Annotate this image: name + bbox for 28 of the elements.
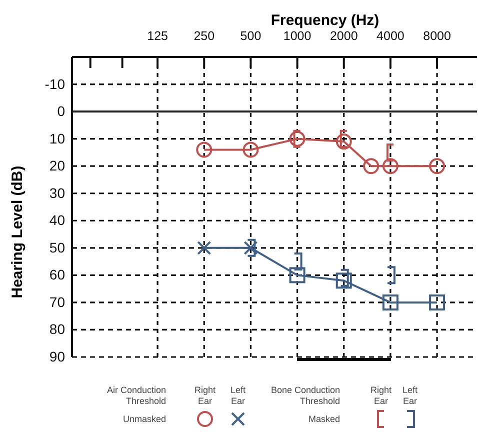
y-tick-label: 40 — [49, 212, 66, 228]
x-tick-label: 125 — [147, 29, 168, 43]
x-tick-label: 1000 — [283, 29, 312, 43]
y-tick-label: 70 — [49, 294, 66, 310]
y-tick-label: 30 — [49, 184, 66, 201]
text: Unmasked — [122, 414, 166, 424]
x-tick-label: 500 — [240, 29, 262, 43]
y-tick-label: 80 — [49, 321, 66, 338]
x-tick-label: 4000 — [376, 29, 404, 43]
text: Left Ear — [230, 385, 246, 406]
x-tick-label: 8000 — [423, 29, 451, 43]
y-tick-label: 60 — [49, 266, 66, 283]
text: Masked — [308, 414, 340, 424]
y-tick-label: 50 — [49, 239, 66, 256]
y-tick-label: 10 — [49, 130, 66, 146]
y-tick-label: -10 — [44, 76, 66, 92]
text: Bone Conduction Threshold — [270, 385, 340, 406]
y-axis-title: Hearing Level (dB) — [9, 166, 26, 298]
y-tick-label: 20 — [49, 158, 66, 174]
x-tick-label: 2000 — [330, 29, 358, 43]
y-tick-label: 90 — [49, 348, 66, 364]
x-axis-title: Frequency (Hz) — [270, 12, 380, 29]
y-tick-label: 0 — [57, 103, 66, 120]
x-tick-label: 250 — [194, 29, 215, 43]
text: Right Ear — [370, 385, 392, 406]
text: Air Conduction Threshold — [106, 385, 166, 406]
text: Left Ear — [402, 385, 418, 406]
text: Right Ear — [194, 385, 216, 406]
